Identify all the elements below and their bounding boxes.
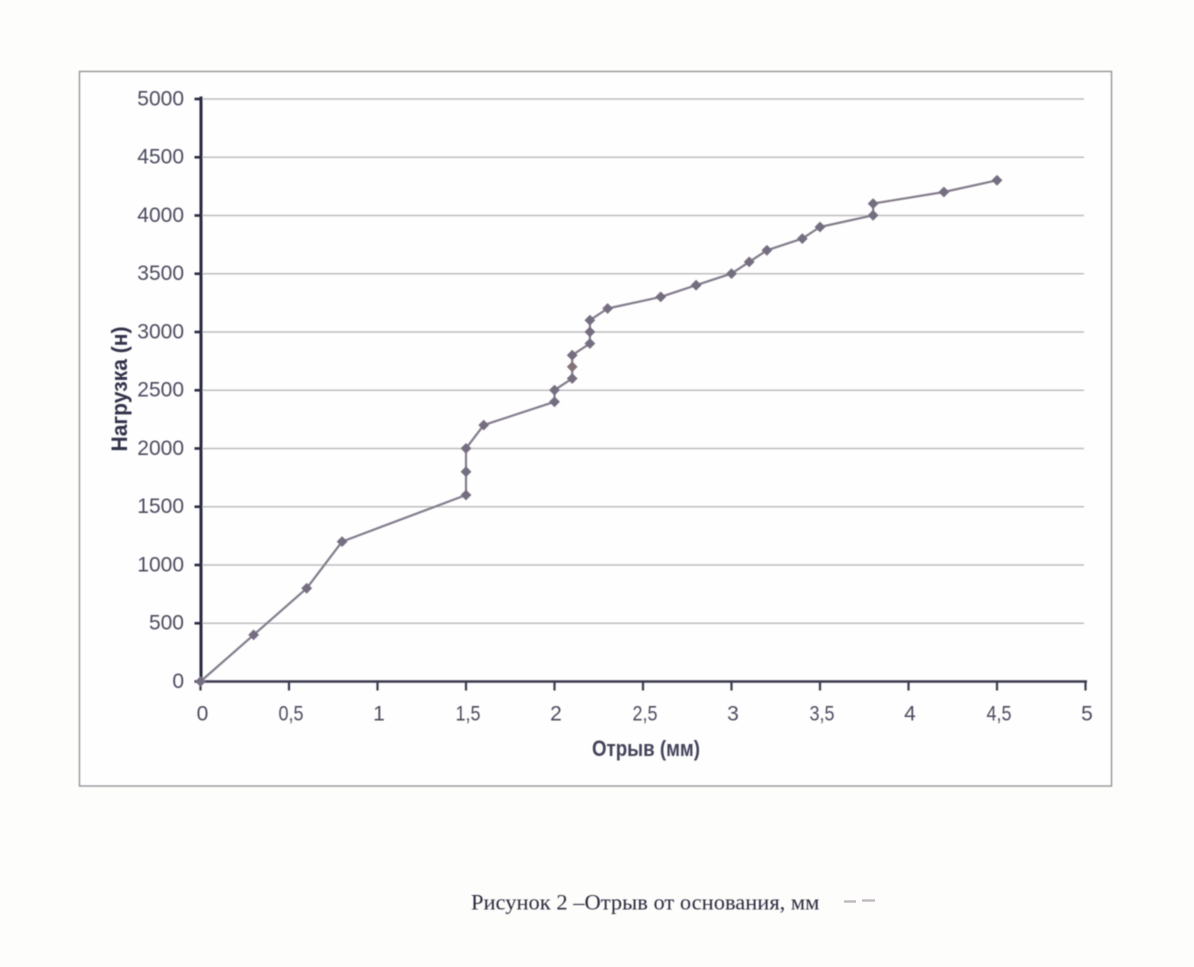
svg-text:1,5: 1,5 bbox=[456, 703, 481, 726]
svg-text:2000: 2000 bbox=[137, 437, 184, 460]
svg-text:3: 3 bbox=[727, 703, 739, 726]
svg-text:1500: 1500 bbox=[137, 495, 184, 518]
svg-text:3500: 3500 bbox=[137, 262, 184, 285]
svg-text:4,5: 4,5 bbox=[987, 703, 1012, 726]
svg-text:2: 2 bbox=[550, 703, 562, 726]
svg-text:Отрыв (мм): Отрыв (мм) bbox=[592, 736, 700, 761]
svg-text:0: 0 bbox=[172, 670, 184, 693]
svg-text:Рисунок 2 –Отрыв от основания,: Рисунок 2 –Отрыв от основания, мм bbox=[471, 890, 819, 915]
svg-text:1: 1 bbox=[373, 703, 385, 726]
svg-text:0,5: 0,5 bbox=[279, 703, 304, 726]
svg-text:2500: 2500 bbox=[137, 379, 184, 402]
svg-text:4000: 4000 bbox=[137, 204, 184, 227]
svg-text:5: 5 bbox=[1081, 703, 1093, 726]
svg-text:4500: 4500 bbox=[137, 146, 184, 169]
svg-text:500: 500 bbox=[149, 612, 184, 635]
svg-text:1000: 1000 bbox=[137, 554, 184, 577]
svg-text:4: 4 bbox=[904, 703, 916, 726]
svg-text:0: 0 bbox=[197, 703, 209, 726]
svg-text:3,5: 3,5 bbox=[810, 703, 835, 726]
svg-text:2,5: 2,5 bbox=[633, 703, 658, 726]
svg-text:5000: 5000 bbox=[137, 88, 184, 111]
svg-text:Нагрузка (н): Нагрузка (н) bbox=[107, 327, 132, 452]
svg-text:3000: 3000 bbox=[137, 321, 184, 344]
